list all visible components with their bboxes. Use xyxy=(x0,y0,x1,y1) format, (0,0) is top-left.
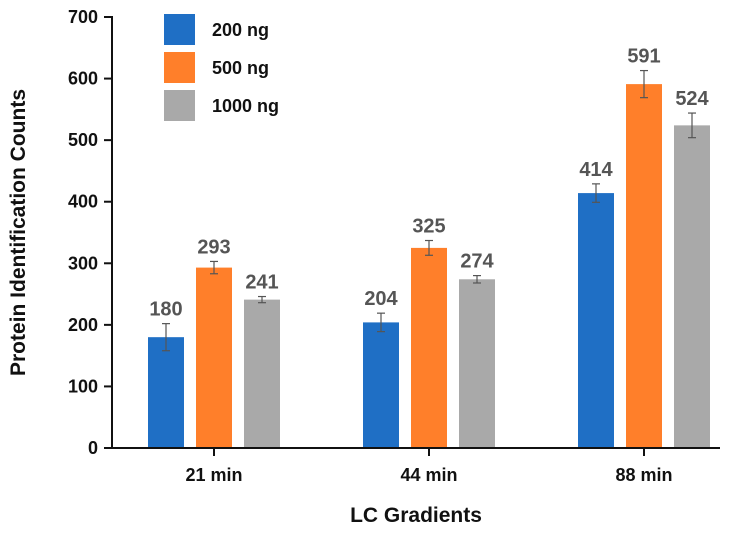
legend-label: 200 ng xyxy=(212,20,269,40)
data-label: 180 xyxy=(149,299,182,321)
data-label: 274 xyxy=(460,251,494,273)
bars xyxy=(148,84,710,448)
y-tick-label: 0 xyxy=(88,438,98,458)
y-tick-label: 700 xyxy=(68,7,98,27)
x-tick-label: 44 min xyxy=(400,465,457,485)
legend-swatch xyxy=(164,52,195,83)
bar xyxy=(674,125,710,448)
data-labels: 180 293 241 204 325 274 414 591 524 xyxy=(149,46,709,321)
y-tick-label: 200 xyxy=(68,315,98,335)
data-label: 293 xyxy=(197,236,230,258)
error-bar xyxy=(592,183,600,203)
y-tick-label: 100 xyxy=(68,376,98,396)
legend: 200 ng 500 ng 1000 ng xyxy=(164,14,279,121)
y-axis-ticks: 0 100 200 300 400 500 600 700 xyxy=(68,7,112,458)
bar xyxy=(459,279,495,448)
data-label: 591 xyxy=(627,46,660,68)
error-bar xyxy=(377,312,385,333)
data-label: 414 xyxy=(579,159,613,181)
bar xyxy=(196,267,232,448)
data-label: 325 xyxy=(412,216,445,238)
bar xyxy=(626,84,662,448)
y-tick-label: 600 xyxy=(68,69,98,89)
error-bar xyxy=(210,260,218,275)
legend-swatch xyxy=(164,90,195,121)
x-tick-label: 21 min xyxy=(185,465,242,485)
bar xyxy=(244,299,280,448)
x-axis-ticks: 21 min 44 min 88 min xyxy=(185,448,673,485)
legend-label: 500 ng xyxy=(212,58,269,78)
x-axis-title: LC Gradients xyxy=(350,504,482,527)
error-bar xyxy=(640,69,648,99)
bar xyxy=(411,247,447,448)
data-label: 241 xyxy=(245,272,278,294)
error-bar xyxy=(688,112,696,139)
bar xyxy=(148,337,184,448)
data-label: 524 xyxy=(675,88,709,110)
error-bar xyxy=(162,323,170,352)
y-tick-label: 300 xyxy=(68,253,98,273)
legend-swatch xyxy=(164,14,195,45)
bar xyxy=(363,322,399,448)
legend-label: 1000 ng xyxy=(212,96,279,116)
y-tick-label: 500 xyxy=(68,130,98,150)
error-bar xyxy=(425,239,433,256)
x-tick-label: 88 min xyxy=(615,465,672,485)
data-label: 204 xyxy=(364,288,398,310)
y-axis-title: Protein Identification Counts xyxy=(7,89,30,376)
bar xyxy=(578,193,614,448)
y-tick-label: 400 xyxy=(68,192,98,212)
error-bars xyxy=(162,69,696,352)
error-bar xyxy=(473,275,481,284)
error-bar xyxy=(258,295,266,304)
